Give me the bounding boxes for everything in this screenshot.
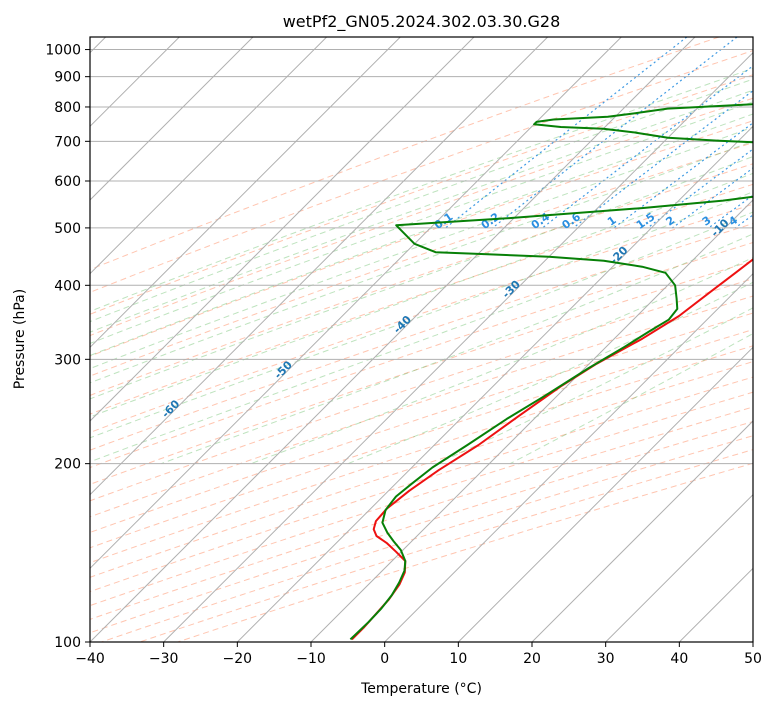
x-tick-label: −10 [296, 651, 326, 667]
isotherm [678, 567, 753, 642]
dry-adiabat [90, 376, 753, 593]
dry-adiabat [90, 241, 753, 469]
isotherm [90, 37, 549, 496]
dry-adiabat [90, 345, 753, 564]
x-axis-label: Temperature (°C) [360, 681, 482, 697]
dry-adiabat [90, 391, 753, 607]
x-tick-label: 10 [449, 651, 467, 667]
mixing-ratio-label: 0.2 [479, 210, 502, 232]
dry-adiabat [90, 120, 753, 357]
dry-adiabat [90, 260, 753, 485]
mixing-ratio-line [572, 89, 753, 229]
dry-adiabat [101, 435, 753, 642]
mixing-ratio-line [672, 167, 753, 229]
x-tick-label: −30 [149, 651, 179, 667]
isotherm [310, 199, 753, 642]
mixing-ratio-line [734, 214, 753, 229]
x-tick-label: −20 [223, 651, 253, 667]
mixing-ratio-label: 1.5 [634, 210, 657, 232]
moist-adiabat [90, 113, 753, 357]
mixing-ratio-label: 6 [765, 213, 775, 228]
dry-adiabat [90, 183, 753, 415]
y-tick-label: 500 [54, 221, 81, 237]
isotherm-label: -50 [272, 358, 295, 381]
isotherm [90, 37, 328, 275]
y-tick-label: 700 [54, 134, 81, 150]
y-tick-label: 100 [54, 635, 81, 651]
dry-adiabat [90, 97, 753, 337]
dry-adiabat [90, 37, 720, 271]
dry-adiabat [90, 142, 753, 377]
isotherm [163, 51, 753, 642]
x-tick-label: 30 [597, 651, 615, 667]
isotherm [605, 493, 753, 642]
dry-adiabat [177, 462, 753, 642]
dry-adiabat [90, 50, 753, 293]
isotherm [457, 346, 753, 642]
dry-adiabat [90, 74, 753, 315]
moist-adiabat [90, 140, 753, 384]
isotherm [752, 641, 753, 642]
dewpoint-line [349, 103, 753, 641]
x-axis: −40 −30 −20 −10 0 10 20 30 40 50 [75, 642, 762, 667]
y-axis: 100 200 300 400 500 600 700 800 900 1000 [45, 43, 90, 651]
background-lines [90, 37, 753, 642]
x-tick-label: −40 [75, 651, 105, 667]
isotherm-label: -30 [500, 277, 523, 300]
y-tick-label: 1000 [45, 43, 81, 59]
moist-adiabat [347, 281, 753, 465]
isotherm [90, 37, 696, 642]
isotherm [90, 37, 401, 349]
moist-adiabat [436, 307, 753, 465]
isotherm-label: -40 [391, 313, 414, 336]
mixing-ratio-line [445, 37, 688, 229]
profile-series [349, 103, 753, 641]
background-line-labels: 0.10.20.40.611.52346810131620253036-100-… [159, 210, 775, 421]
dry-adiabat [90, 361, 753, 578]
x-tick-label: 40 [670, 651, 688, 667]
x-tick-label: 50 [744, 651, 762, 667]
y-tick-label: 200 [54, 457, 81, 473]
y-tick-label: 600 [54, 174, 81, 190]
temperature-line [351, 258, 753, 641]
mixing-ratio-line [492, 37, 738, 229]
y-tick-label: 900 [54, 70, 81, 86]
x-tick-label: 0 [380, 651, 389, 667]
moist-adiabat [90, 211, 753, 463]
moist-adiabat [160, 233, 753, 465]
mixing-ratio-label: 1 [605, 214, 619, 229]
dry-adiabat [90, 312, 753, 533]
y-tick-label: 400 [54, 278, 81, 294]
moist-adiabat [90, 67, 753, 312]
dry-adiabat [90, 329, 753, 549]
dry-adiabat [90, 163, 753, 396]
y-tick-label: 800 [54, 100, 81, 116]
isotherm [531, 420, 753, 642]
y-tick-label: 300 [54, 352, 81, 368]
moist-adiabat [90, 101, 753, 344]
isotherm [384, 272, 753, 642]
plot-frame [89, 36, 754, 643]
mixing-ratio-label: 0.4 [529, 210, 553, 232]
moist-adiabat [90, 156, 753, 400]
moist-adiabat [90, 89, 753, 333]
isotherm [90, 37, 254, 201]
dry-adiabat [90, 203, 753, 433]
isotherm [90, 37, 622, 570]
grid-lines [90, 37, 753, 642]
moist-adiabat [90, 78, 753, 323]
dry-adiabat [90, 278, 753, 502]
moist-adiabat [250, 257, 753, 465]
isotherm [236, 125, 753, 642]
moist-adiabat [90, 126, 753, 370]
chart-title: wetPf2_GN05.2024.302.03.30.G28 [283, 12, 561, 32]
mixing-ratio-line [613, 122, 753, 229]
moist-adiabat [90, 172, 753, 418]
dry-adiabat [90, 223, 753, 451]
dry-adiabat [90, 295, 753, 518]
isotherm [90, 37, 475, 422]
y-axis-label: Pressure (hPa) [12, 289, 28, 389]
x-tick-label: 20 [523, 651, 541, 667]
